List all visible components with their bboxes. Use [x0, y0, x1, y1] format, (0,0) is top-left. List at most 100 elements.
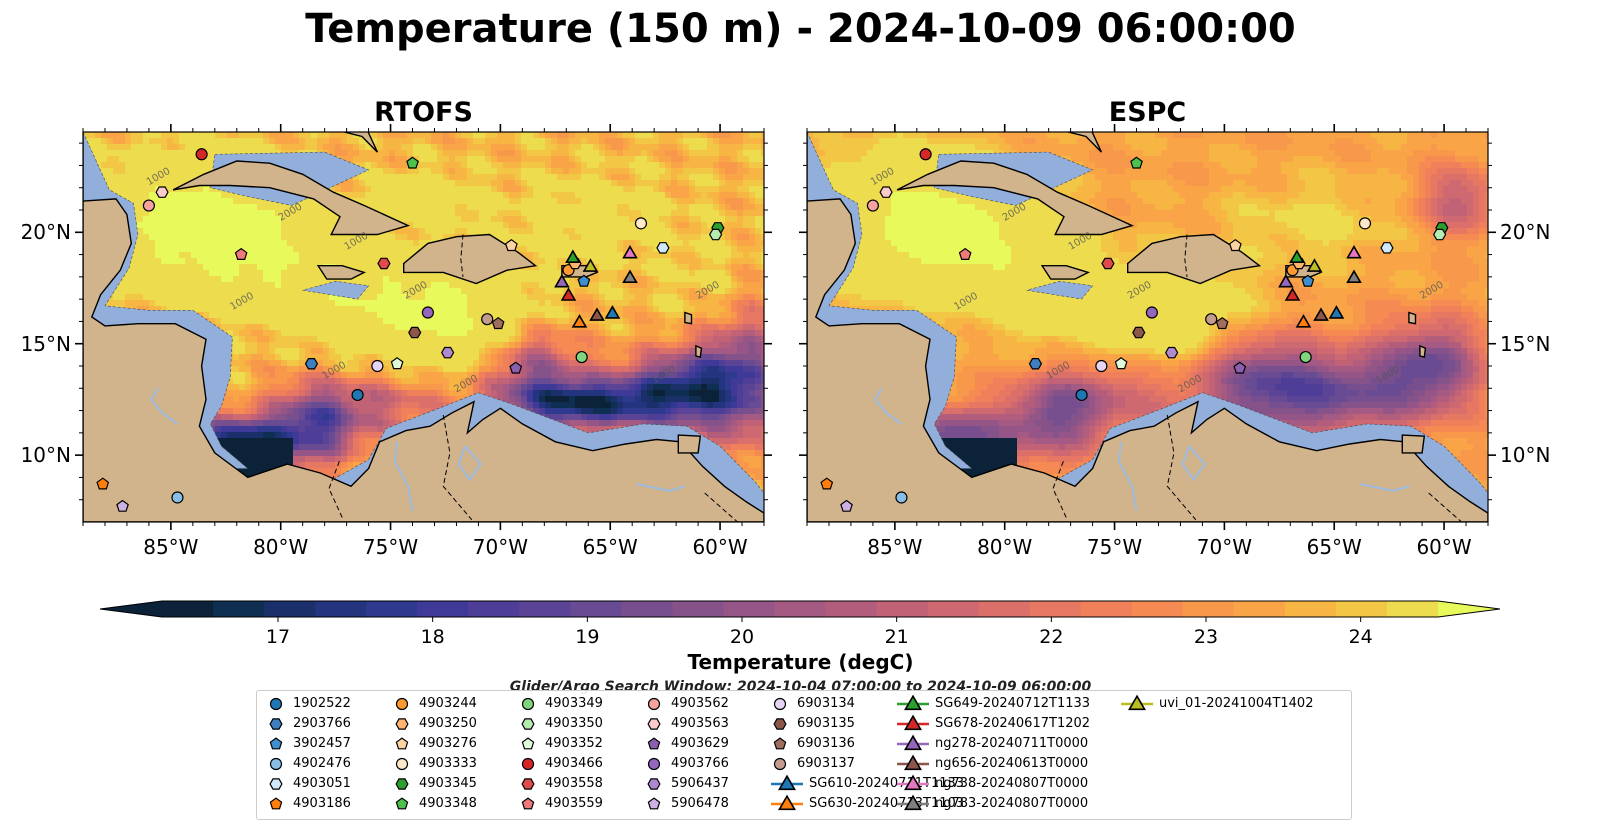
float-marker-ng278-20240711T0000 [1278, 273, 1294, 288]
float-marker-6903137 [481, 313, 494, 326]
float-marker-2903766 [1028, 358, 1043, 370]
legend-marker [395, 757, 409, 771]
lon-label: 70°W [1196, 535, 1252, 559]
legend-label: SG630-20240713T1103 [809, 796, 965, 811]
colorbar-segment [1029, 601, 1082, 617]
float-marker-SG630-20240713T1103 [571, 314, 588, 328]
legend-label: 4903250 [419, 716, 477, 731]
colorbar-segment [774, 601, 827, 617]
river-line [1360, 483, 1410, 492]
land-island [1408, 311, 1417, 325]
border-line [442, 414, 473, 521]
lat-label: 10°N [20, 443, 71, 468]
float-marker-SG610-20240711T1133 [1328, 305, 1345, 319]
legend-marker [897, 794, 929, 811]
legend-label: 1902522 [293, 696, 351, 711]
legend-label: 4903345 [419, 776, 477, 791]
float-marker-5906437 [1165, 346, 1179, 359]
legend-label: SG678-20240617T1202 [935, 716, 1091, 731]
land-island [316, 264, 367, 280]
legend-label: 4903244 [419, 696, 477, 711]
float-marker-4902476 [171, 491, 184, 504]
legend-marker [647, 697, 661, 711]
legend-label: 4903348 [419, 796, 477, 811]
float-marker-6903137 [1205, 313, 1218, 326]
float-marker-4903629 [1233, 361, 1247, 374]
legend-label: ng783-20240807T0000 [935, 796, 1089, 811]
lat-label: 10°N [1500, 443, 1551, 468]
colorbar-segment [1386, 601, 1439, 617]
legend-label: 6903134 [797, 696, 855, 711]
legend-label: SG610-20240711T1133 [809, 776, 965, 791]
colorbar-over-triangle [1438, 601, 1500, 617]
legend-label: 4903558 [545, 776, 603, 791]
legend-marker [1121, 694, 1153, 711]
land-island [172, 160, 411, 236]
colorbar-tick-label: 20 [729, 626, 755, 648]
float-marker-4903186 [820, 477, 834, 490]
river-line [149, 387, 179, 425]
legend-marker [521, 778, 535, 790]
float-marker-2903766 [304, 358, 319, 370]
colorbar-segment [723, 601, 775, 617]
border-line [1184, 234, 1188, 277]
legend-label: 6903137 [797, 756, 855, 771]
float-marker-4903559 [234, 247, 248, 261]
legend-marker [521, 718, 535, 730]
border-line [328, 459, 343, 518]
float-marker-4903333 [634, 217, 648, 230]
float-marker-4903350 [1433, 228, 1447, 241]
float-marker-4903558 [1101, 257, 1115, 270]
float-marker-6903136 [491, 316, 505, 330]
float-marker-1902522 [351, 388, 364, 402]
colorbar-segment [1335, 601, 1388, 617]
legend-marker [647, 737, 661, 750]
legend-marker [647, 718, 661, 730]
river-line [636, 483, 686, 492]
legend-marker [269, 737, 283, 750]
panel-title-espc: ESPC [1108, 97, 1187, 128]
float-marker-4903349 [575, 350, 588, 364]
float-marker-4903766 [1145, 306, 1158, 319]
float-marker-4902476 [895, 491, 908, 504]
lon-label: 75°W [1086, 535, 1143, 559]
float-marker-3902457 [577, 274, 591, 287]
float-marker-4903558 [377, 257, 391, 270]
legend-label: 4903051 [293, 776, 351, 791]
colorbar-segment [213, 601, 265, 617]
land-island [1040, 264, 1091, 280]
float-marker-4903276 [504, 238, 518, 252]
lon-label: 65°W [582, 535, 638, 559]
land-island [896, 160, 1135, 236]
float-marker-4903766 [421, 306, 434, 319]
legend-label: 4903333 [419, 756, 477, 771]
colorbar-outline [100, 600, 1500, 618]
float-marker-4903563 [155, 186, 169, 198]
legend-label: 3902457 [293, 736, 351, 751]
border-line [1052, 459, 1067, 518]
land-island [1419, 344, 1427, 358]
colorbar-segment [1233, 601, 1286, 617]
float-marker-4903352 [1114, 357, 1128, 370]
float-marker-4903563 [879, 186, 893, 198]
float-marker-3902457 [1301, 274, 1315, 287]
colorbar-segment [825, 601, 878, 617]
river-line [457, 445, 482, 482]
float-marker-4903562 [866, 199, 880, 212]
float-marker-4903559 [958, 247, 972, 261]
panel-title-rtofs: RTOFS [374, 97, 473, 128]
legend-marker [395, 697, 409, 711]
lon-label: 60°W [1416, 535, 1472, 559]
float-marker-ng278-20240711T0000 [554, 273, 570, 288]
colorbar-segment [162, 601, 214, 617]
colorbar-tick-label: 18 [420, 626, 445, 648]
float-marker-4903276 [1228, 238, 1242, 252]
land-island [1401, 434, 1426, 454]
lon-label: 75°W [362, 535, 419, 559]
legend-marker [647, 797, 661, 810]
colorbar-segment [366, 601, 418, 617]
float-marker-6903134 [1095, 359, 1108, 373]
legend-marker [897, 714, 929, 731]
legend: 1902522 2903766 3902457 4902476 4903051 49031… [256, 690, 1352, 820]
